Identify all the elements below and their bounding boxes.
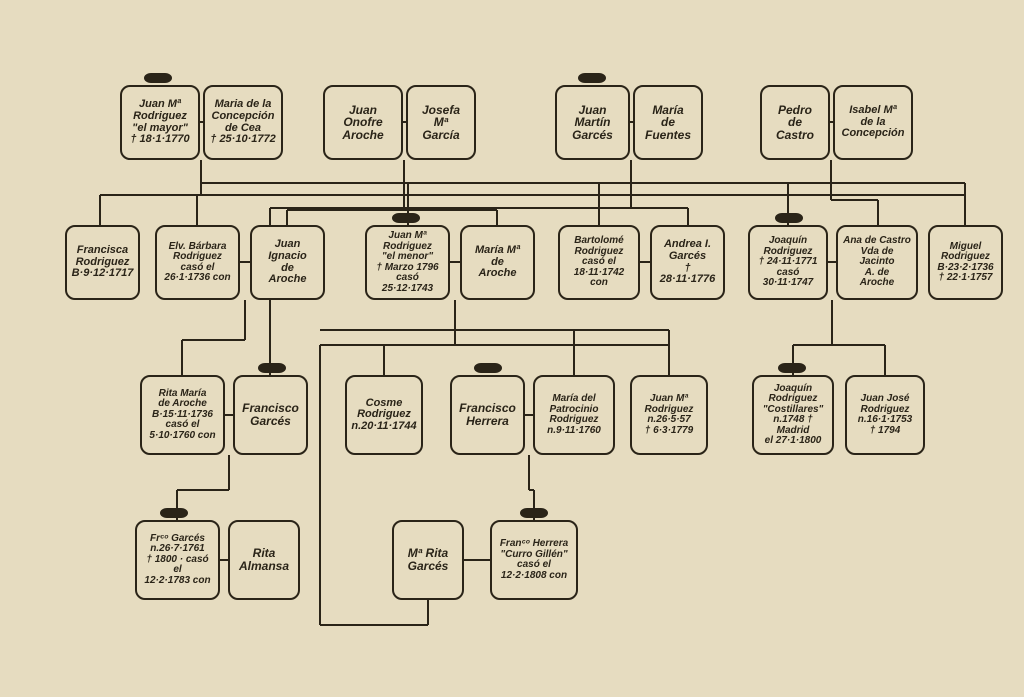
tree-node: Miguel Rodriguez B·23·2·1736 † 22·1·1757	[928, 225, 1003, 300]
node-label: María del Patrocinio Rodriguez n.9·11·17…	[547, 394, 601, 436]
tree-node: Frᶜᵒ Garcés n.26·7·1761 † 1800 · casó el…	[135, 520, 220, 600]
node-label: Elv. Bárbara Rodriguez casó el 26·1·1736…	[164, 242, 230, 284]
tree-node: Juan Ignacio de Aroche	[250, 225, 325, 300]
tree-node: Juan Mª Rodriguez "el menor" † Marzo 179…	[365, 225, 450, 300]
hat-icon	[520, 508, 548, 518]
tree-node: María de Fuentes	[633, 85, 703, 160]
node-label: Francisco Herrera	[459, 402, 516, 427]
node-label: Juan Ignacio de Aroche	[256, 239, 319, 285]
tree-node: Andrea I. Garcés † 28·11·1776	[650, 225, 725, 300]
hat-icon	[160, 508, 188, 518]
family-tree-diagram: Juan Mª Rodriguez "el mayor" † 18·1·1770…	[0, 0, 1024, 697]
node-label: Pedro de Castro	[776, 104, 814, 142]
tree-node: Francisco Garcés	[233, 375, 308, 455]
tree-node: Ana de Castro Vda de Jacinto A. de Aroch…	[836, 225, 918, 300]
node-label: Bartolomé Rodriguez casó el 18·11·1742 c…	[564, 236, 634, 289]
node-label: Ana de Castro Vda de Jacinto A. de Aroch…	[842, 236, 912, 289]
tree-node: María Mª de Aroche	[460, 225, 535, 300]
node-label: Franᶜᵒ Herrera "Curro Gillén" casó el 12…	[500, 539, 568, 581]
hat-icon	[392, 213, 420, 223]
node-label: Rita Almansa	[239, 547, 289, 572]
hat-icon	[144, 73, 172, 83]
node-label: Andrea I. Garcés † 28·11·1776	[656, 239, 719, 285]
tree-node: Mª Rita Garcés	[392, 520, 464, 600]
node-label: Maria de la Concepción de Cea † 25·10·17…	[210, 99, 275, 145]
node-label: Juan José Rodriguez n.16·1·1753 † 1794	[858, 394, 912, 436]
node-label: Frᶜᵒ Garcés n.26·7·1761 † 1800 · casó el…	[141, 534, 214, 587]
tree-node: Francisco Herrera	[450, 375, 525, 455]
tree-node: Pedro de Castro	[760, 85, 830, 160]
hat-icon	[258, 363, 286, 373]
hat-icon	[578, 73, 606, 83]
node-label: Isabel Mª de la Concepción	[842, 105, 905, 140]
node-label: Juan Mª Rodriguez "el mayor" † 18·1·1770	[130, 99, 189, 145]
node-label: Miguel Rodriguez B·23·2·1736 † 22·1·1757	[937, 242, 993, 284]
tree-node: María del Patrocinio Rodriguez n.9·11·17…	[533, 375, 615, 455]
node-label: Juan Onofre Aroche	[342, 104, 383, 142]
tree-node: Rita Almansa	[228, 520, 300, 600]
hat-icon	[778, 363, 806, 373]
tree-node: Juan Onofre Aroche	[323, 85, 403, 160]
node-label: Juan Martín Garcés	[572, 104, 613, 142]
tree-node: Maria de la Concepción de Cea † 25·10·17…	[203, 85, 283, 160]
hat-icon	[775, 213, 803, 223]
tree-node: Cosme Rodriguez n.20·11·1744	[345, 375, 423, 455]
node-label: Joaquín Rodriguez "Costillares" n.1748 †…	[758, 384, 828, 447]
node-label: María Mª de Aroche	[475, 245, 520, 280]
tree-node: Juan Mª Rodriguez "el mayor" † 18·1·1770	[120, 85, 200, 160]
node-label: María de Fuentes	[645, 104, 691, 142]
node-label: Francisco Garcés	[242, 402, 299, 427]
node-label: Juan Mª Rodriguez "el menor" † Marzo 179…	[371, 231, 444, 294]
tree-node: Francisca Rodriguez B·9·12·1717	[65, 225, 140, 300]
tree-node: Franᶜᵒ Herrera "Curro Gillén" casó el 12…	[490, 520, 578, 600]
tree-node: Juan Mª Rodriguez n.26·5·57 † 6·3·1779	[630, 375, 708, 455]
tree-node: Josefa Mª García	[406, 85, 476, 160]
node-label: Joaquín Rodriguez † 24·11·1771 casó 30·1…	[754, 236, 822, 289]
hat-icon	[474, 363, 502, 373]
tree-node: Juan José Rodriguez n.16·1·1753 † 1794	[845, 375, 925, 455]
tree-node: Isabel Mª de la Concepción	[833, 85, 913, 160]
node-label: Rita María de Aroche B·15·11·1736 casó e…	[149, 389, 215, 442]
node-label: Mª Rita Garcés	[408, 547, 449, 572]
tree-node: Elv. Bárbara Rodriguez casó el 26·1·1736…	[155, 225, 240, 300]
tree-node: Juan Martín Garcés	[555, 85, 630, 160]
node-label: Cosme Rodriguez n.20·11·1744	[351, 398, 416, 433]
tree-node: Joaquín Rodriguez "Costillares" n.1748 †…	[752, 375, 834, 455]
tree-node: Bartolomé Rodriguez casó el 18·11·1742 c…	[558, 225, 640, 300]
tree-node: Joaquín Rodriguez † 24·11·1771 casó 30·1…	[748, 225, 828, 300]
node-label: Josefa Mª García	[422, 104, 460, 142]
node-label: Juan Mª Rodriguez n.26·5·57 † 6·3·1779	[645, 394, 694, 436]
tree-node: Rita María de Aroche B·15·11·1736 casó e…	[140, 375, 225, 455]
node-label: Francisca Rodriguez B·9·12·1717	[72, 245, 134, 280]
